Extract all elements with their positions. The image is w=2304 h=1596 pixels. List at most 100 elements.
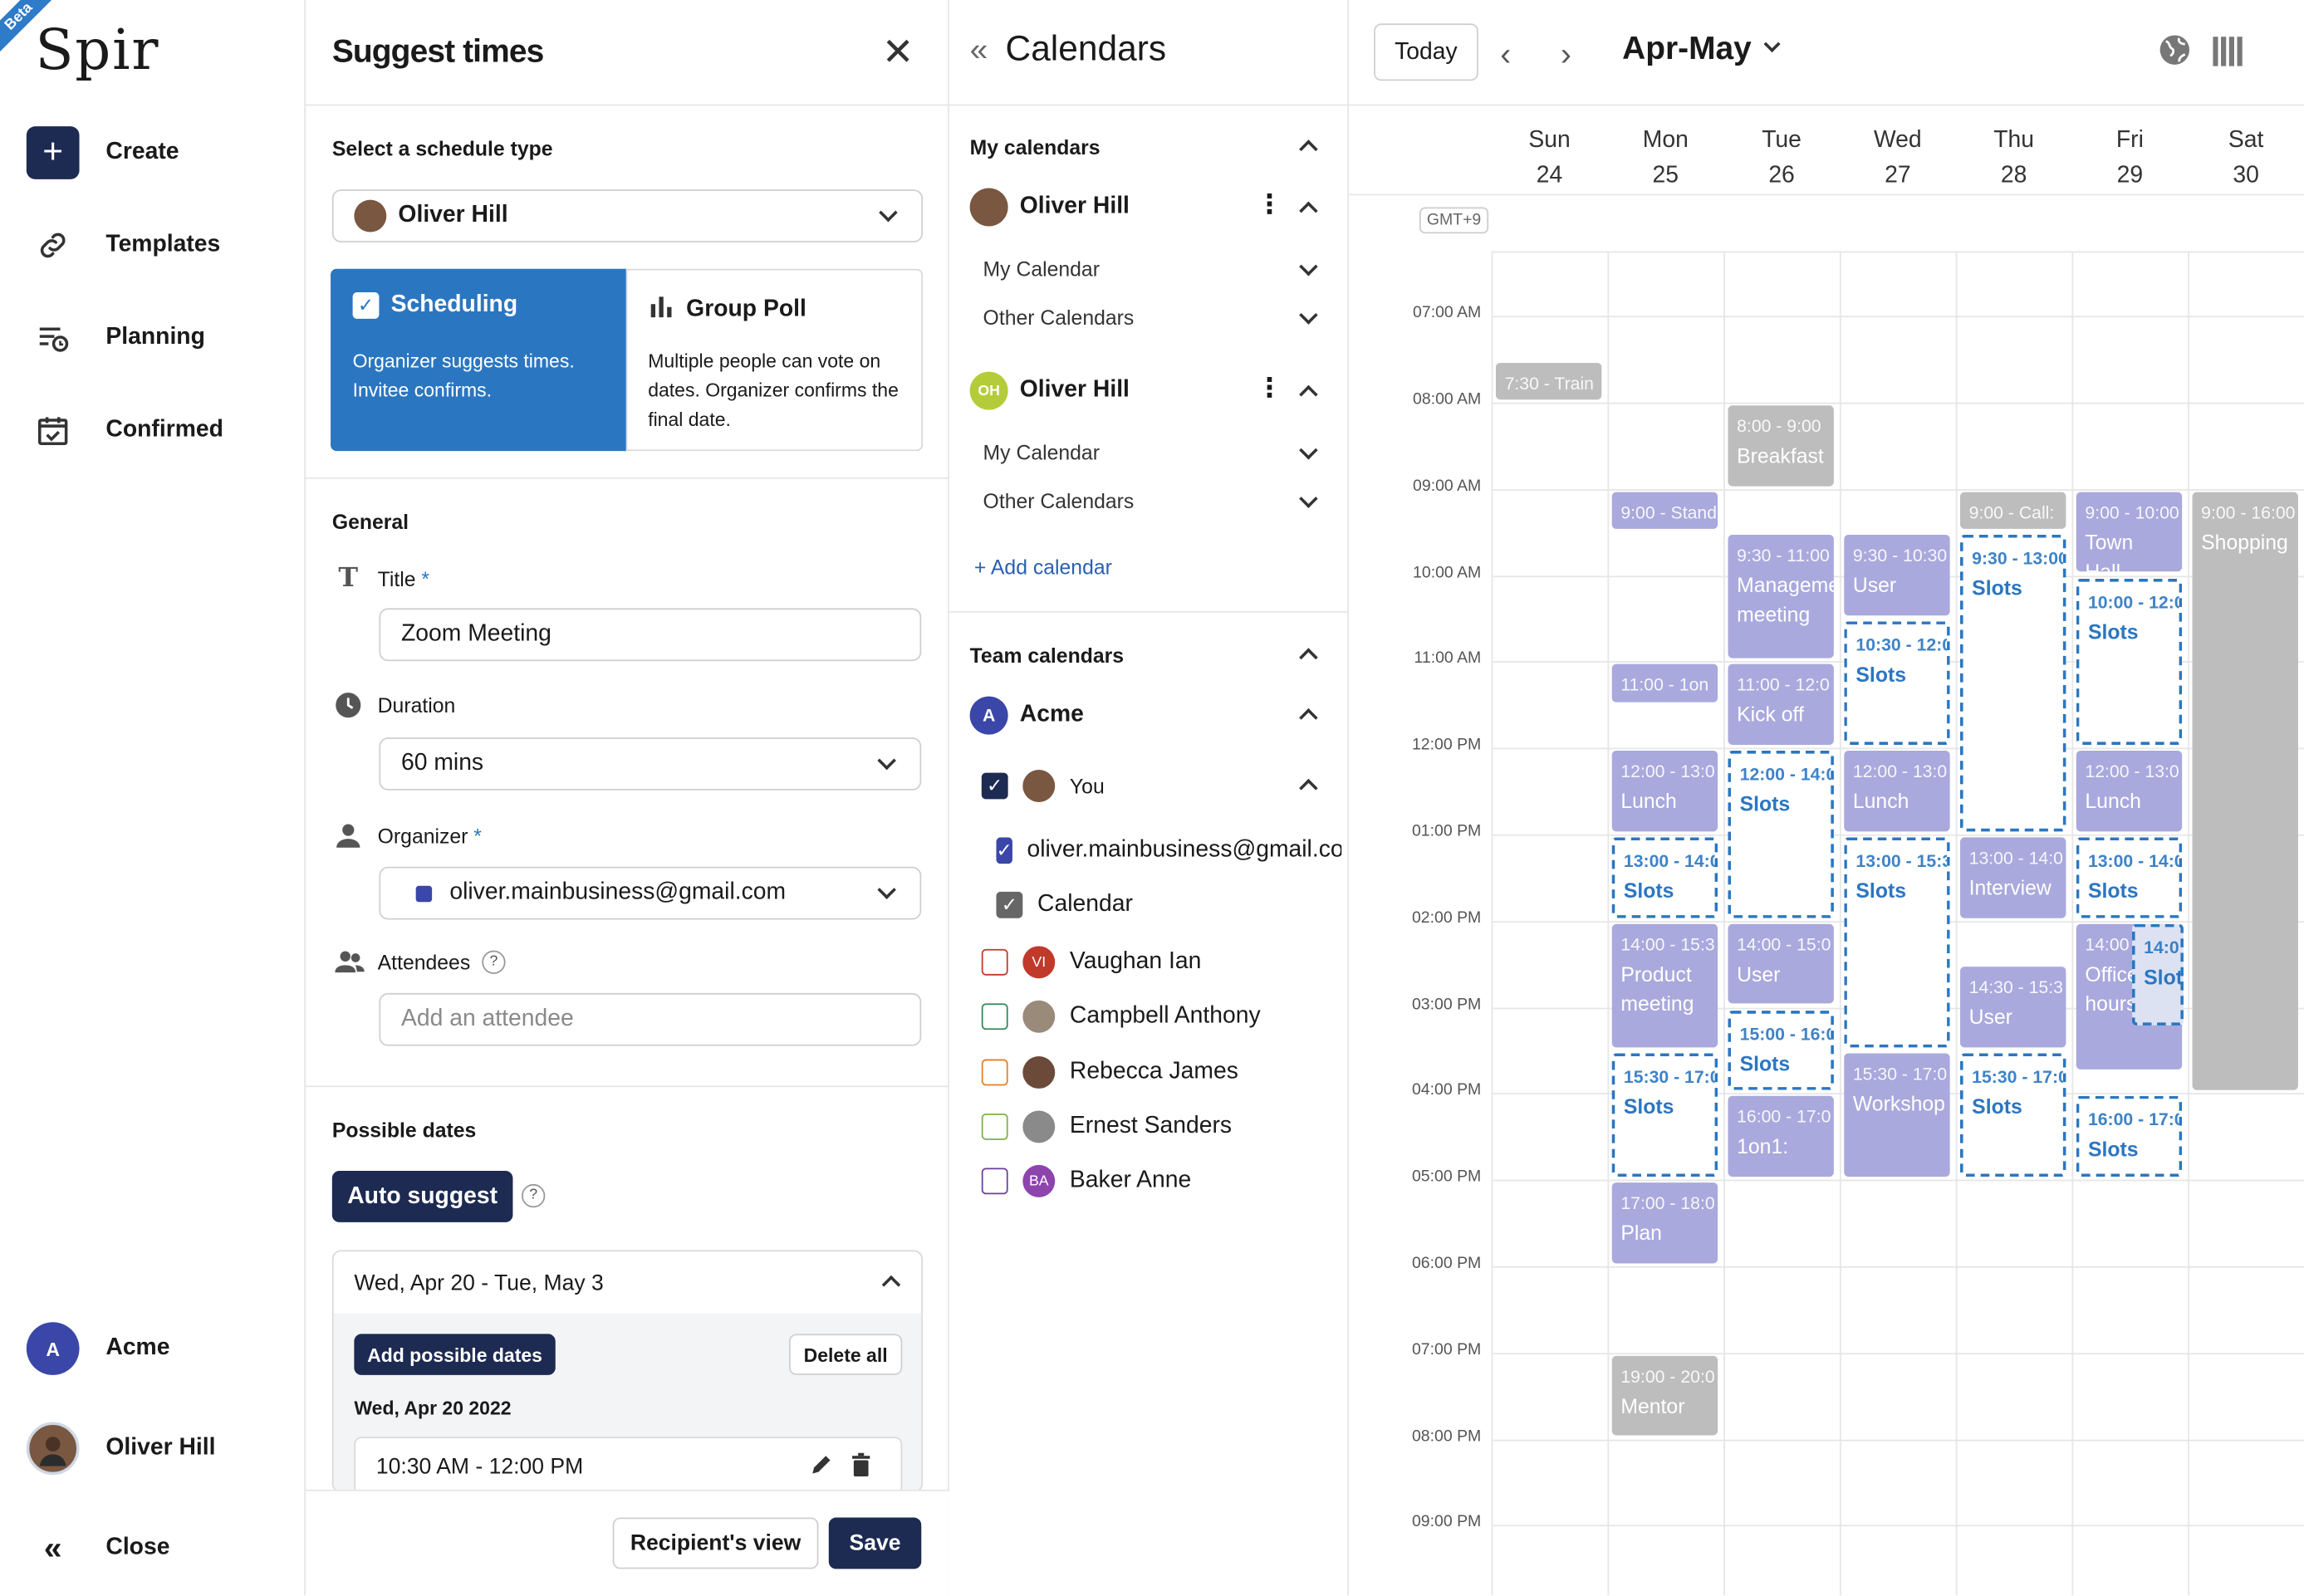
chevron-up-icon[interactable] bbox=[1299, 778, 1318, 798]
calendar-event[interactable]: 9:00 - 16:00 Shopping bbox=[2192, 492, 2298, 1091]
more-vertical-icon[interactable]: ⋮ bbox=[1256, 189, 1283, 219]
you-calendar-row[interactable]: ✓ oliver.mainbusiness@gmail.com bbox=[996, 837, 1341, 864]
checkbox-icon[interactable] bbox=[981, 1168, 1008, 1195]
collapse-panel-icon[interactable]: « bbox=[969, 31, 988, 68]
add-calendar-link[interactable]: + Add calendar bbox=[973, 555, 1112, 580]
date-range-header[interactable]: Wed, Apr 20 - Tue, May 3 bbox=[334, 1251, 922, 1313]
team-member-row[interactable]: BA Baker Anne bbox=[981, 1165, 1191, 1198]
chevron-up-icon[interactable] bbox=[1299, 707, 1318, 727]
subcalendar[interactable]: My Calendar bbox=[983, 257, 1100, 281]
team-member-row[interactable]: VI Vaughan Ian bbox=[981, 946, 1201, 979]
chevron-down-icon[interactable] bbox=[1299, 489, 1318, 508]
subcalendar[interactable]: Other Calendars bbox=[983, 305, 1135, 330]
available-slot[interactable]: 15:00 - 16:0 Slots bbox=[1728, 1010, 1834, 1091]
recipients-view-button[interactable]: Recipient's view bbox=[612, 1517, 819, 1569]
timezone-badge[interactable]: GMT+9 bbox=[1419, 207, 1489, 234]
auto-suggest-button[interactable]: Auto suggest bbox=[331, 1170, 513, 1222]
duration-select[interactable]: 60 mins bbox=[379, 737, 922, 791]
available-slot[interactable]: 13:00 - 15:3 Slots bbox=[1844, 837, 1950, 1048]
add-possible-dates-button[interactable]: Add possible dates bbox=[354, 1334, 556, 1375]
day-header[interactable]: Fri 29 bbox=[2071, 124, 2188, 194]
subcalendar[interactable]: Other Calendars bbox=[983, 489, 1135, 513]
available-slot[interactable]: 12:00 - 14:0 Slots bbox=[1728, 751, 1834, 918]
nav-create[interactable]: + Create bbox=[26, 126, 291, 179]
help-icon[interactable]: ? bbox=[522, 1183, 546, 1208]
title-input[interactable]: Zoom Meeting bbox=[379, 608, 922, 662]
calendar-event[interactable]: 14:00 - 15:0 User bbox=[1728, 923, 1834, 1005]
available-slot[interactable]: 15:30 - 17:0 Slots bbox=[1611, 1053, 1718, 1177]
subcalendar[interactable]: My Calendar bbox=[983, 440, 1100, 465]
more-vertical-icon[interactable]: ⋮ bbox=[1256, 373, 1283, 403]
close-icon[interactable]: ✕ bbox=[881, 29, 914, 74]
day-header[interactable]: Mon 25 bbox=[1607, 124, 1723, 194]
checkbox-checked-icon[interactable]: ✓ bbox=[996, 837, 1012, 864]
chevron-down-icon[interactable] bbox=[1299, 306, 1318, 325]
chevron-up-icon[interactable] bbox=[1299, 384, 1318, 404]
available-slot[interactable]: 15:30 - 17:0 Slots bbox=[1960, 1053, 2066, 1177]
nav-planning[interactable]: Planning bbox=[27, 311, 291, 365]
delete-all-button[interactable]: Delete all bbox=[789, 1334, 903, 1375]
available-slot[interactable]: 14:0 Slots bbox=[2132, 923, 2184, 1026]
calendar-event[interactable]: 11:00 - 12:0 Kick off bbox=[1728, 664, 1834, 746]
calendar-event[interactable]: 9:00 - Call: bbox=[1960, 492, 2066, 530]
calendar-event[interactable]: 17:00 - 18:0 Plan bbox=[1611, 1182, 1718, 1264]
scheduling-option[interactable]: ✓ Scheduling Organizer suggests times. I… bbox=[331, 268, 628, 452]
calendar-event[interactable]: 15:30 - 17:0 Workshop bbox=[1844, 1053, 1950, 1177]
chevron-down-icon[interactable] bbox=[1299, 257, 1318, 277]
date-range-picker[interactable]: Apr-May bbox=[1622, 29, 1781, 67]
nav-user[interactable]: Oliver Hill bbox=[26, 1422, 291, 1476]
checkbox-checked-icon[interactable]: ✓ bbox=[996, 891, 1023, 918]
trash-icon[interactable] bbox=[851, 1452, 871, 1482]
app-logo[interactable]: Spir bbox=[35, 17, 160, 83]
team-member-row[interactable]: Rebecca James bbox=[981, 1055, 1238, 1089]
team-member-row[interactable]: Ernest Sanders bbox=[981, 1110, 1232, 1143]
calendar-event[interactable]: 12:00 - 13:0 Lunch bbox=[1611, 751, 1718, 832]
checkbox-icon[interactable] bbox=[981, 1058, 1008, 1085]
next-arrow-icon[interactable]: › bbox=[1560, 35, 1571, 72]
help-icon[interactable]: ? bbox=[482, 950, 506, 974]
chevron-up-icon[interactable] bbox=[1299, 648, 1318, 667]
today-button[interactable]: Today bbox=[1374, 23, 1478, 81]
owner-select[interactable]: Oliver Hill bbox=[331, 189, 924, 242]
calendar-event[interactable]: 11:00 - 1on bbox=[1611, 664, 1718, 703]
calendar-event[interactable]: 12:00 - 13:0 Lunch bbox=[1844, 751, 1950, 832]
week-view-icon[interactable] bbox=[2213, 35, 2245, 71]
team-member-row[interactable]: Campbell Anthony bbox=[981, 1001, 1261, 1034]
day-header[interactable]: Thu 28 bbox=[1956, 124, 2072, 194]
nav-confirmed[interactable]: Confirmed bbox=[27, 404, 291, 458]
calendar-event[interactable]: 12:00 - 13:0 Lunch bbox=[2076, 751, 2183, 832]
checkbox-icon[interactable] bbox=[981, 948, 1008, 976]
calendar-event[interactable]: 19:00 - 20:0 Mentor bbox=[1611, 1355, 1718, 1437]
you-calendar-row[interactable]: ✓ Calendar bbox=[996, 891, 1133, 918]
calendar-event[interactable]: 9:30 - 10:30 User bbox=[1844, 535, 1950, 616]
checkbox-icon[interactable] bbox=[981, 1003, 1008, 1031]
calendar-event[interactable]: 14:30 - 15:3 User bbox=[1960, 967, 2066, 1048]
calendar-event[interactable]: 14:00 - 15:3 Product meeting bbox=[1611, 923, 1718, 1048]
calendar-event[interactable]: 7:30 - Train bbox=[1495, 362, 1602, 400]
save-button[interactable]: Save bbox=[828, 1517, 922, 1569]
chevron-down-icon[interactable] bbox=[1299, 440, 1318, 460]
organizer-select[interactable]: oliver.mainbusiness@gmail.com bbox=[379, 866, 922, 920]
nav-close[interactable]: « Close bbox=[27, 1522, 291, 1575]
calendar-event[interactable]: 13:00 - 14:0 Interview bbox=[1960, 837, 2066, 918]
attendee-input[interactable]: Add an attendee bbox=[379, 992, 922, 1046]
chevron-up-icon[interactable] bbox=[1299, 201, 1318, 221]
day-header[interactable]: Tue 26 bbox=[1723, 124, 1840, 194]
available-slot[interactable]: 10:00 - 12:0 Slots bbox=[2076, 578, 2183, 746]
edit-icon[interactable] bbox=[810, 1453, 833, 1482]
available-slot[interactable]: 10:30 - 12:0 Slots bbox=[1844, 621, 1950, 746]
day-header[interactable]: Sun 24 bbox=[1492, 124, 1608, 194]
calendar-event[interactable]: 16:00 - 17:0 1on1: bbox=[1728, 1096, 1834, 1177]
you-row[interactable]: ✓ You bbox=[981, 770, 1105, 802]
calendar-event[interactable]: 8:00 - 9:00 Breakfast bbox=[1728, 405, 1834, 487]
day-header[interactable]: Sat 30 bbox=[2188, 124, 2304, 194]
available-slot[interactable]: 9:30 - 13:00 Slots bbox=[1960, 535, 2066, 832]
calendar-event[interactable]: 9:00 - 10:00 Town Hall bbox=[2076, 492, 2183, 573]
nav-workspace[interactable]: A Acme bbox=[26, 1322, 291, 1375]
nav-templates[interactable]: Templates bbox=[27, 219, 291, 272]
globe-icon[interactable] bbox=[2159, 34, 2191, 71]
group-poll-option[interactable]: Group Poll Multiple people can vote on d… bbox=[625, 268, 924, 452]
available-slot[interactable]: 16:00 - 17:0 Slots bbox=[2076, 1096, 2183, 1177]
available-slot[interactable]: 13:00 - 14:0 Slots bbox=[1611, 837, 1718, 918]
chevron-up-icon[interactable] bbox=[1299, 140, 1318, 159]
